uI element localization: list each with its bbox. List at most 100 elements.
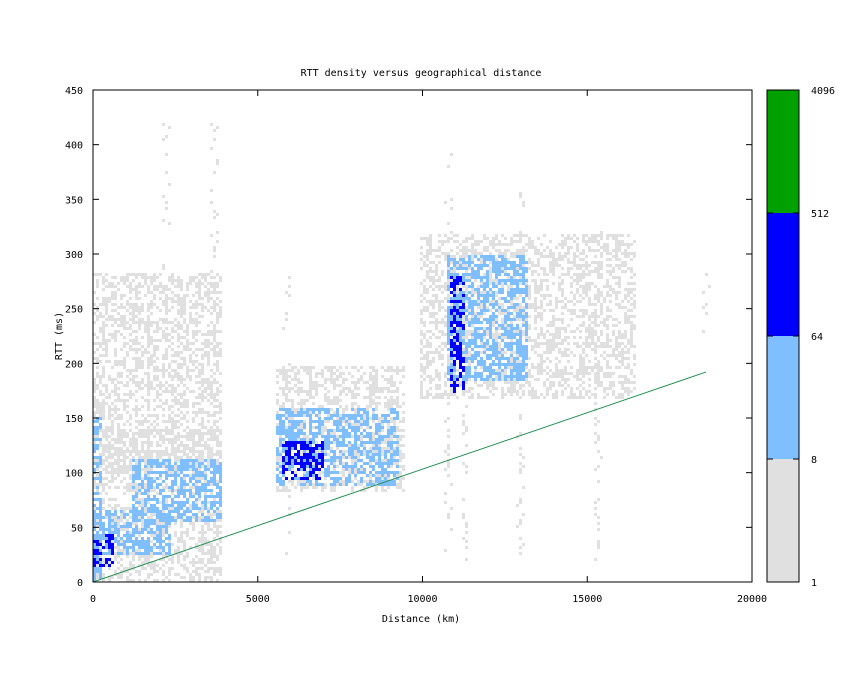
density-cell <box>432 270 435 273</box>
density-cell <box>426 237 429 240</box>
density-cell <box>126 549 129 552</box>
density-cell <box>432 315 435 318</box>
density-cell <box>117 471 120 474</box>
density-cell <box>186 567 189 570</box>
density-cell <box>582 372 585 375</box>
density-cell <box>372 441 375 444</box>
density-cell <box>552 258 555 261</box>
density-cell <box>333 420 336 423</box>
density-cell <box>144 546 147 549</box>
density-cell <box>432 357 435 360</box>
density-cell <box>399 429 402 432</box>
density-cell <box>189 516 192 519</box>
density-cell <box>573 330 576 333</box>
density-cell <box>198 315 201 318</box>
density-cell <box>375 405 378 408</box>
density-cell <box>615 291 618 294</box>
density-cell <box>531 261 534 264</box>
density-cell <box>576 378 579 381</box>
density-cell <box>627 243 630 246</box>
density-cell <box>330 489 333 492</box>
density-cell <box>564 348 567 351</box>
density-cell <box>459 303 462 306</box>
density-cell <box>171 393 174 396</box>
density-cell <box>114 297 117 300</box>
density-cell <box>540 393 543 396</box>
density-cell <box>339 480 342 483</box>
density-cell <box>615 264 618 267</box>
density-cell <box>99 411 102 414</box>
density-cell <box>381 462 384 465</box>
density-cell <box>510 300 513 303</box>
density-cell <box>114 555 117 558</box>
density-cell <box>102 372 105 375</box>
density-cell <box>135 528 138 531</box>
density-cell <box>288 417 291 420</box>
density-cell <box>312 483 315 486</box>
density-cell <box>174 390 177 393</box>
density-cell <box>510 282 513 285</box>
density-cell <box>600 267 603 270</box>
density-cell <box>156 501 159 504</box>
density-cell <box>537 342 540 345</box>
density-cell <box>195 360 198 363</box>
density-cell <box>402 366 405 369</box>
density-cell <box>99 471 102 474</box>
density-cell <box>435 393 438 396</box>
density-cell <box>618 240 621 243</box>
density-cell <box>210 390 213 393</box>
density-cell <box>108 411 111 414</box>
density-cell <box>570 309 573 312</box>
density-cell <box>597 366 600 369</box>
density-cell <box>141 336 144 339</box>
density-cell <box>603 300 606 303</box>
density-cell <box>207 339 210 342</box>
density-cell <box>492 363 495 366</box>
density-cell <box>609 252 612 255</box>
density-cell <box>210 291 213 294</box>
density-cell <box>111 438 114 441</box>
density-cell <box>438 309 441 312</box>
density-cell <box>621 381 624 384</box>
density-cell <box>501 297 504 300</box>
density-cell <box>126 405 129 408</box>
density-cell <box>285 489 288 492</box>
density-cell <box>207 357 210 360</box>
density-cell <box>93 399 96 402</box>
density-cell <box>285 441 288 444</box>
density-cell <box>516 318 519 321</box>
density-cell <box>144 351 147 354</box>
density-cell <box>600 306 603 309</box>
density-cell <box>615 366 618 369</box>
density-cell <box>93 516 96 519</box>
density-cell <box>441 348 444 351</box>
density-cell <box>216 363 219 366</box>
density-cell <box>150 444 153 447</box>
density-cell <box>339 441 342 444</box>
density-cell <box>564 354 567 357</box>
density-cell <box>183 477 186 480</box>
density-cell <box>159 528 162 531</box>
density-cell <box>525 378 528 381</box>
density-cell <box>177 426 180 429</box>
density-cell <box>108 360 111 363</box>
density-cell <box>465 345 468 348</box>
density-cell <box>498 252 501 255</box>
density-cell <box>315 441 318 444</box>
density-cell <box>360 450 363 453</box>
density-cell <box>378 387 381 390</box>
density-cell <box>549 342 552 345</box>
density-cell <box>471 324 474 327</box>
density-cell <box>510 330 513 333</box>
density-cell <box>177 501 180 504</box>
density-cell <box>531 366 534 369</box>
density-cell <box>363 444 366 447</box>
density-cell <box>501 243 504 246</box>
density-cell <box>153 504 156 507</box>
density-cell <box>333 411 336 414</box>
density-cell <box>219 465 222 468</box>
density-cell <box>369 402 372 405</box>
density-cell <box>399 450 402 453</box>
density-cell <box>489 381 492 384</box>
density-cell <box>174 462 177 465</box>
